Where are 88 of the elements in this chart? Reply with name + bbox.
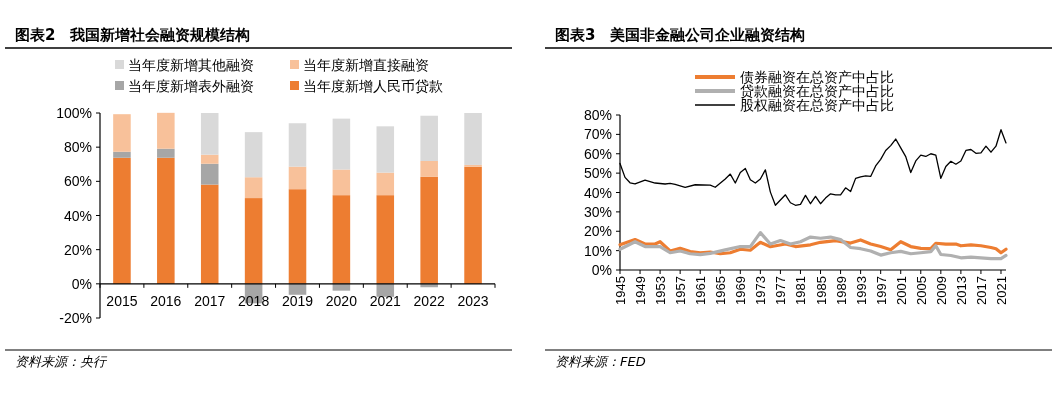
x-tick-label: 1973 — [753, 276, 769, 305]
x-tick-label: 1993 — [853, 276, 869, 305]
bar — [288, 166, 307, 190]
x-tick-label: 1981 — [793, 276, 809, 305]
bar — [376, 195, 395, 284]
bar — [244, 177, 263, 199]
bar — [376, 126, 395, 173]
y-tick-label: -20% — [59, 310, 92, 326]
y-tick-label: 40% — [63, 207, 92, 224]
y-tick-label: 50% — [583, 165, 612, 182]
line-series — [618, 237, 1008, 256]
bar — [420, 283, 438, 288]
y-tick-label: 20% — [63, 241, 92, 258]
y-tick-label: 40% — [583, 184, 612, 201]
x-tick-label: 2017 — [194, 292, 226, 309]
bar — [288, 189, 307, 284]
bar — [113, 114, 131, 152]
y-tick-label: 60% — [63, 173, 92, 190]
x-tick-label: 1985 — [813, 276, 829, 305]
bar — [157, 112, 175, 149]
y-tick-label: 100% — [56, 105, 92, 121]
bar — [157, 157, 175, 284]
y-tick-label: 80% — [583, 107, 612, 123]
bar — [288, 123, 307, 167]
x-tick-label: 2019 — [281, 292, 314, 309]
x-tick-label: 1953 — [653, 276, 669, 305]
legend-label: 贷款融资在总资产中占比 — [740, 83, 894, 99]
bar — [420, 161, 438, 177]
x-tick-label: 2022 — [413, 292, 445, 309]
x-tick-label: 2005 — [913, 276, 929, 305]
x-tick-label: 2021 — [369, 292, 402, 309]
line-series — [618, 231, 1008, 261]
x-tick-label: 1945 — [613, 276, 628, 305]
x-tick-label: 2013 — [953, 276, 969, 305]
legend-label: 当年度新增人民币贷款 — [303, 78, 443, 94]
x-tick-label: 2017 — [973, 276, 989, 305]
bar — [420, 176, 438, 284]
bar — [113, 151, 131, 158]
x-tick-label: 1965 — [713, 276, 729, 305]
bar — [420, 115, 438, 161]
bar — [157, 148, 175, 158]
y-tick-label: 60% — [583, 145, 612, 162]
bar — [332, 118, 351, 170]
bar — [244, 198, 263, 284]
bar — [464, 166, 482, 284]
x-tick-label: 2020 — [325, 292, 358, 309]
bar — [244, 132, 263, 178]
legend-label: 债券融资在总资产中占比 — [740, 69, 894, 85]
bar — [200, 184, 219, 284]
y-tick-label: 20% — [583, 223, 612, 240]
x-tick-label: 1961 — [693, 276, 709, 305]
bar — [332, 169, 351, 196]
y-tick-label: 80% — [63, 139, 92, 156]
y-tick-label: 70% — [583, 126, 612, 143]
bar — [332, 283, 351, 291]
bar — [200, 154, 219, 164]
bar — [113, 157, 131, 284]
x-tick-label: 1949 — [633, 276, 649, 305]
x-tick-label: 1989 — [833, 276, 849, 305]
chart-title: 图表3 美国非金融公司企业融资结构 — [555, 26, 806, 44]
legend-label: 当年度新增直接融资 — [303, 57, 429, 73]
x-tick-label: 1969 — [733, 276, 749, 305]
bar — [464, 113, 482, 165]
bar — [332, 195, 351, 284]
text: 资料来源：FED — [555, 354, 646, 369]
x-tick-label: 2023 — [457, 292, 489, 309]
y-tick-label: 30% — [583, 203, 612, 220]
bar — [200, 113, 219, 155]
x-tick-label: 2009 — [933, 276, 949, 305]
chart-title: 图表2 我国新增社会融资规模结构 — [15, 26, 251, 44]
bar — [376, 172, 395, 196]
x-tick-label: 1977 — [773, 276, 789, 305]
bar — [288, 283, 307, 295]
x-tick-label: 2016 — [150, 292, 182, 309]
x-tick-label: 2001 — [893, 276, 909, 305]
x-tick-label: 2021 — [993, 276, 1009, 305]
x-tick-label: 1997 — [873, 276, 889, 305]
x-tick-label: 1957 — [673, 276, 689, 305]
x-tick-label: 2015 — [106, 292, 138, 309]
bar — [376, 283, 395, 297]
text: 资料来源：央行 — [15, 354, 108, 369]
x-tick-label: 2018 — [238, 292, 270, 309]
bar — [200, 163, 219, 185]
y-tick-label: 0% — [71, 275, 92, 292]
y-tick-label: 0% — [591, 262, 612, 278]
y-tick-label: 10% — [583, 242, 612, 259]
legend-label: 当年度新增其他融资 — [128, 57, 254, 73]
legend-label: 当年度新增表外融资 — [128, 78, 254, 94]
